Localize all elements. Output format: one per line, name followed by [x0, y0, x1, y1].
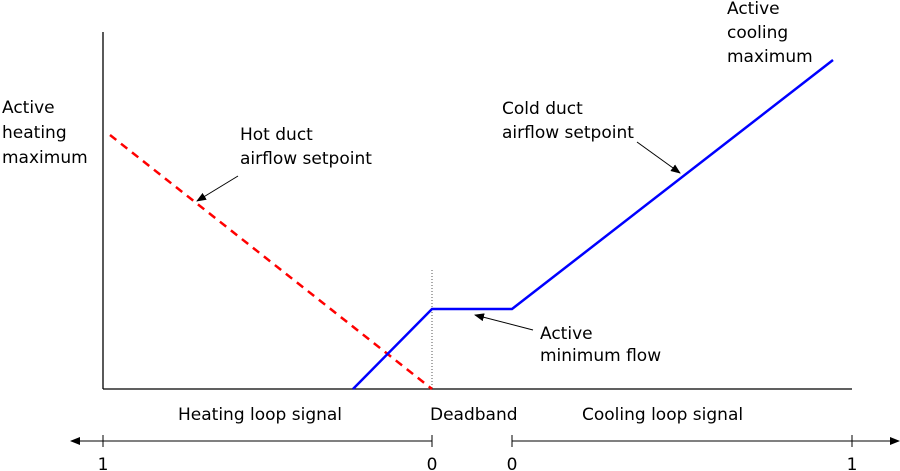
- hot-duct-label: Hot duct: [240, 125, 313, 145]
- scale-label: 1: [98, 455, 109, 471]
- heating-max-label: heating: [2, 123, 67, 143]
- min-flow-label: Active: [540, 324, 593, 344]
- min-flow-label: minimum flow: [540, 346, 661, 366]
- cooling-max-label: maximum: [727, 47, 813, 67]
- scale-label: 1: [847, 455, 858, 471]
- hot-duct-label: airflow setpoint: [240, 149, 372, 169]
- hot-duct-pointer: [196, 175, 239, 202]
- min-flow-pointer: [474, 313, 534, 331]
- cold-duct-line: [352, 59, 834, 390]
- heating-max-label: maximum: [2, 148, 88, 168]
- cooling-signal-label: Cooling loop signal: [582, 405, 743, 425]
- hot-duct-line: [109, 134, 433, 390]
- scale-label: 0: [427, 455, 438, 471]
- cold-duct-label: Cold duct: [502, 99, 583, 119]
- heating-signal-label: Heating loop signal: [178, 405, 342, 425]
- cold-duct-pointer: [636, 141, 681, 174]
- heating-max-label: Active: [2, 98, 55, 118]
- cold-duct-label: airflow setpoint: [502, 123, 634, 143]
- scale-label: 0: [507, 455, 518, 471]
- deadband-label: Deadband: [430, 405, 518, 425]
- cooling-max-label: cooling: [727, 23, 788, 43]
- cooling-max-label: Active: [727, 0, 780, 19]
